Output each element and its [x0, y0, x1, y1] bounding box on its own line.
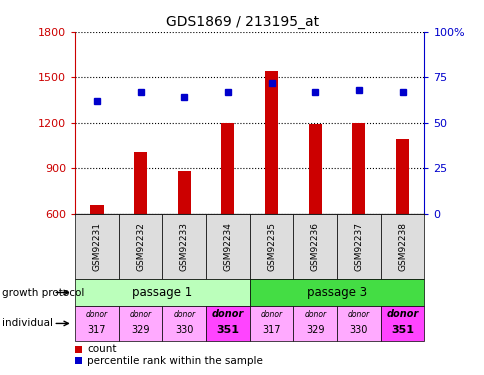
- Bar: [90, 205, 103, 214]
- Text: passage 1: passage 1: [132, 286, 192, 299]
- Text: 317: 317: [88, 325, 106, 335]
- Bar: [264, 71, 278, 214]
- Bar: [134, 152, 147, 214]
- Bar: [221, 123, 234, 214]
- Bar: [395, 140, 408, 214]
- Text: GSM92235: GSM92235: [267, 222, 275, 271]
- Bar: [308, 124, 321, 214]
- Text: growth protocol: growth protocol: [2, 288, 85, 297]
- Text: 317: 317: [262, 325, 280, 335]
- Text: donor: donor: [303, 310, 326, 319]
- Text: GSM92237: GSM92237: [354, 222, 363, 271]
- Text: donor: donor: [173, 310, 195, 319]
- Text: 329: 329: [305, 325, 324, 335]
- Text: individual: individual: [2, 318, 53, 328]
- Text: donor: donor: [86, 310, 108, 319]
- Text: 329: 329: [131, 325, 150, 335]
- Text: percentile rank within the sample: percentile rank within the sample: [87, 356, 263, 366]
- Text: GSM92238: GSM92238: [397, 222, 406, 271]
- Text: 351: 351: [390, 325, 413, 335]
- Text: passage 3: passage 3: [306, 286, 366, 299]
- Bar: [177, 171, 190, 214]
- Text: donor: donor: [386, 309, 418, 319]
- Text: GDS1869 / 213195_at: GDS1869 / 213195_at: [166, 15, 318, 29]
- Text: donor: donor: [129, 310, 151, 319]
- Text: GSM92236: GSM92236: [310, 222, 319, 271]
- Text: GSM92234: GSM92234: [223, 222, 232, 271]
- Bar: [351, 123, 364, 214]
- Text: donor: donor: [212, 309, 243, 319]
- Text: GSM92233: GSM92233: [180, 222, 188, 271]
- Text: donor: donor: [260, 310, 282, 319]
- Text: GSM92232: GSM92232: [136, 222, 145, 271]
- Text: count: count: [87, 345, 117, 354]
- Text: donor: donor: [347, 310, 369, 319]
- Text: 330: 330: [349, 325, 367, 335]
- Text: 351: 351: [216, 325, 239, 335]
- Text: 330: 330: [175, 325, 193, 335]
- Text: GSM92231: GSM92231: [92, 222, 101, 271]
